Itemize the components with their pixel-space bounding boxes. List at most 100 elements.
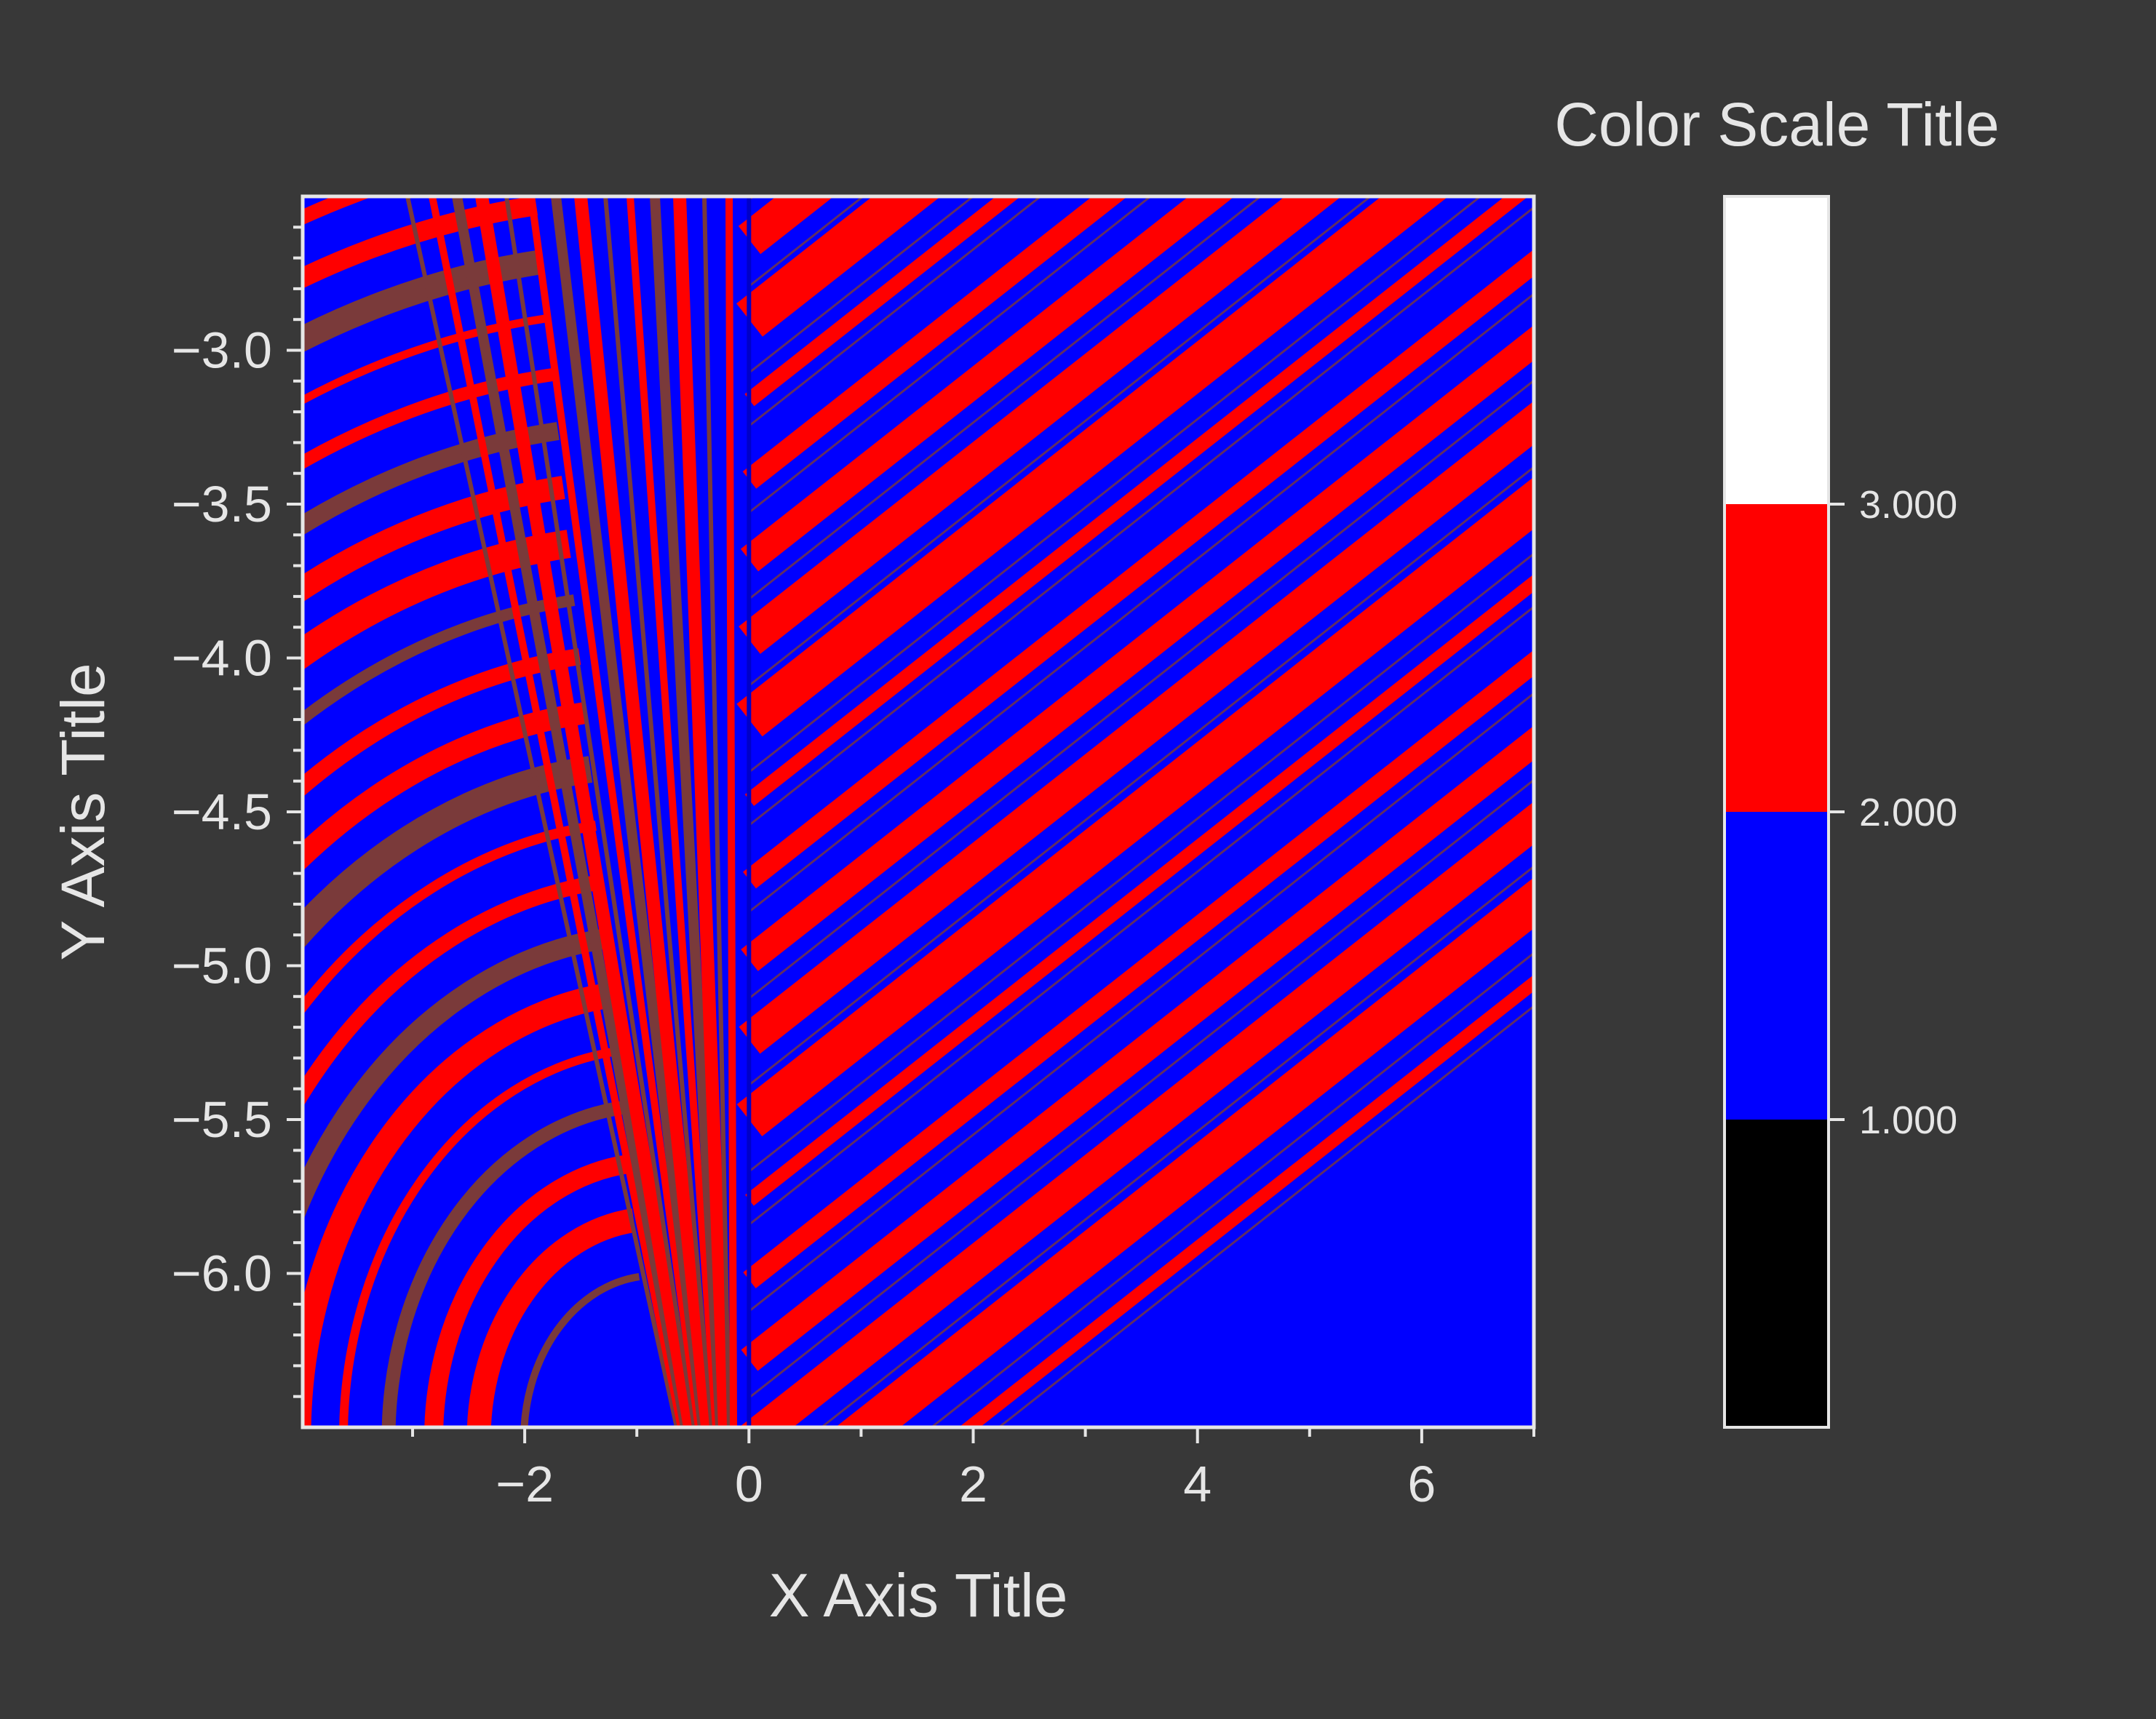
heatmap-stripe	[749, 0, 1674, 26]
heatmap-stripe	[520, 1273, 640, 1427]
heatmap-stripe	[702, 196, 731, 1427]
heatmap-stripe	[736, 476, 1534, 1136]
heatmap-stripe	[749, 379, 1534, 1000]
heatmap-stripe	[303, 250, 544, 353]
heatmap-stripe	[303, 594, 576, 726]
heatmap-stripe	[749, 0, 1674, 160]
y-tick-label: −4.0	[172, 630, 272, 687]
heatmap-stripe	[749, 552, 1534, 1173]
heatmap-stripe	[819, 865, 1534, 1427]
heatmap-stripe	[303, 928, 608, 1223]
heatmap-stripe	[303, 756, 593, 949]
heatmap-stripe	[744, 196, 1529, 806]
y-tick-label: −3.5	[172, 476, 272, 533]
y-tick-label: −4.5	[172, 783, 272, 840]
heatmap-stripe	[741, 725, 1534, 1371]
heatmap-stripe	[749, 206, 1534, 826]
heatmap-stripe	[929, 952, 1534, 1427]
x-tick-label: 0	[735, 1456, 763, 1512]
heatmap-stripe	[835, 877, 1534, 1427]
heatmap-stripe	[739, 801, 1534, 1427]
color-scale-swatch	[1725, 812, 1829, 1120]
heatmap-stripe	[574, 196, 714, 1427]
heatmap-stripe	[381, 1101, 624, 1427]
heatmap-stripe	[749, 605, 1534, 1226]
heatmap-stripe	[303, 422, 560, 536]
heatmap-stripe	[303, 648, 581, 797]
y-tick-label: −6.0	[172, 1245, 272, 1302]
color-scale-swatch	[1725, 1120, 1829, 1427]
y-tick-label: −3.0	[172, 322, 272, 379]
heatmap-stripe	[551, 196, 708, 1427]
heatmap-stripe	[303, 368, 554, 470]
color-scale-swatch	[1725, 196, 1829, 504]
x-axis-title: X Axis Title	[769, 1561, 1068, 1630]
heatmap-stripe	[744, 196, 1021, 407]
heatmap-stripe	[603, 196, 714, 1427]
heatmap-stripe	[303, 982, 614, 1427]
color-scale-tick-label: 1.000	[1859, 1098, 1957, 1142]
y-tick-label: −5.0	[172, 938, 272, 994]
heatmap-stripe	[749, 196, 1262, 600]
plot-area	[303, 0, 1674, 1427]
heatmap-stripe	[749, 466, 1534, 1086]
x-tick-label: 4	[1183, 1456, 1212, 1512]
heatmap-stripe	[749, 692, 1534, 1312]
heatmap-stripe	[504, 196, 696, 1427]
heatmap-stripe	[739, 401, 1534, 1054]
heatmap-stripe	[424, 1154, 630, 1427]
heatmap-stripe	[303, 821, 597, 1016]
color-scale-title: Color Scale Title	[1554, 90, 2000, 159]
heatmap-stripe	[749, 196, 1153, 514]
heatmap-stripe	[303, 530, 571, 671]
heatmap-stripe	[997, 1005, 1534, 1427]
x-axis: −2 0 2 4 6	[411, 1427, 1535, 1512]
heatmap-stripe	[749, 196, 755, 201]
heatmap-stripe	[741, 324, 1534, 971]
y-tick-label: −5.5	[172, 1091, 272, 1148]
heatmap-stripe	[303, 874, 602, 1108]
color-scale-tick-label: 3.000	[1859, 483, 1957, 527]
heatmap-stripe	[749, 196, 1372, 687]
heatmap-stripe	[475, 196, 696, 1427]
heatmap-stripe	[742, 196, 1128, 489]
color-scale-tick-label: 2.000	[1859, 791, 1957, 834]
x-tick-label: 2	[959, 1456, 987, 1512]
heatmap-stripe	[749, 196, 1043, 427]
heatmap-stripe	[749, 0, 1674, 80]
heatmap-stripe	[466, 1208, 636, 1427]
heatmap-stripe	[339, 1047, 618, 1427]
heatmap-stripe	[405, 196, 679, 1427]
heatmap-stripe	[749, 196, 975, 374]
heatmap-stripe	[528, 196, 702, 1427]
heatmap-stripe	[749, 0, 1674, 113]
heatmap-stripe	[303, 702, 587, 872]
heatmap-stripe	[626, 196, 720, 1427]
x-tick-label: 6	[1407, 1456, 1436, 1512]
heatmap-stripe	[958, 974, 1534, 1427]
heatmap-stripe	[743, 249, 1534, 889]
heatmap-stripe	[303, 476, 565, 602]
heatmap-stripe	[745, 574, 1534, 1206]
heatmap-stripe	[743, 650, 1534, 1288]
heatmap-stripe	[303, 196, 538, 289]
heatmap-stripe	[650, 196, 725, 1427]
heatmap-stripe	[749, 778, 1534, 1399]
x-tick-label: −2	[496, 1456, 554, 1512]
color-scale-swatch	[1725, 504, 1829, 812]
heatmap-stripe	[749, 196, 1482, 773]
heatmap-stripe	[452, 196, 691, 1427]
heatmap-stripe	[736, 196, 941, 337]
heatmap-stripe	[673, 196, 731, 1427]
heatmap-stripe	[429, 196, 685, 1427]
heatmap-stripes	[303, 0, 1674, 1427]
color-scale: 1.000 2.000 3.000	[1723, 195, 1957, 1429]
heatmap-stripe	[739, 196, 1342, 654]
heatmap-stripe	[749, 292, 1534, 913]
y-axis: −3.0 −3.5 −4.0 −4.5 −5.0 −5.5 −6.0	[172, 226, 303, 1398]
y-axis-title: Y Axis Title	[49, 663, 117, 960]
heatmap-stripe	[725, 196, 737, 1427]
heatmap-stripe	[736, 196, 1449, 737]
heatmap-stripe	[740, 196, 1235, 572]
